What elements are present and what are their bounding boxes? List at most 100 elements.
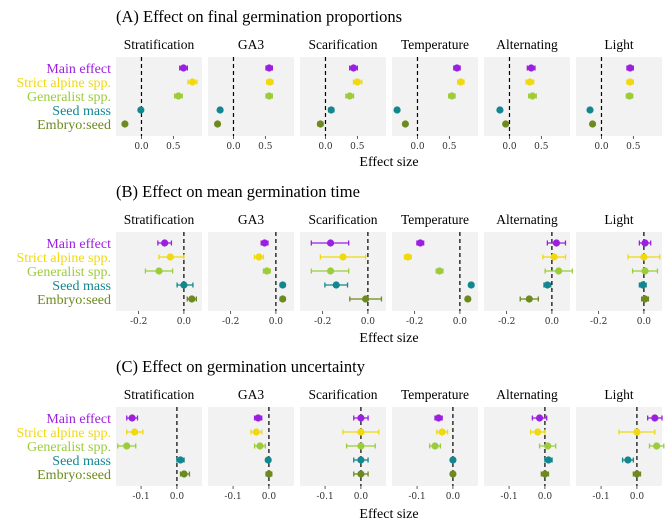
row-label: Strict alpine spp.: [17, 426, 112, 441]
row-label: Strict alpine spp.: [17, 251, 112, 266]
row-label: Main effect: [46, 62, 111, 77]
x-tick-label: 0.0: [453, 317, 468, 327]
x-tick-label: 0.5: [442, 142, 457, 152]
x-tick-label: 0.5: [258, 142, 273, 152]
x-tick-label: 0.5: [626, 142, 641, 152]
facet-strip-label: Light: [604, 387, 633, 402]
x-tick-label: 0.0: [594, 142, 609, 152]
effect-point: [176, 456, 185, 464]
effect-point: [121, 120, 129, 128]
effect-point: [653, 442, 661, 450]
effect-point: [252, 428, 260, 436]
effect-point: [339, 253, 347, 261]
effect-point: [128, 414, 136, 422]
effect-point: [641, 267, 649, 275]
effect-point: [265, 470, 273, 478]
facet-strip-label: Temperature: [401, 387, 469, 402]
x-tick-label: 0.0: [545, 317, 560, 327]
facet-strip-label: GA3: [238, 37, 264, 52]
facet-panel-bg: [576, 57, 662, 136]
effect-point: [544, 456, 553, 464]
effect-point: [349, 64, 358, 72]
effect-point: [438, 428, 446, 436]
facet-panel-bg: [392, 232, 478, 311]
facet-panel-bg: [208, 57, 294, 136]
effect-point: [216, 106, 224, 114]
row-label: Seed mass: [52, 454, 111, 469]
x-tick-label: -0.1: [500, 492, 517, 502]
effect-point: [180, 470, 188, 478]
panel-a-xlabel: Effect size: [359, 155, 418, 170]
effect-point: [625, 92, 634, 100]
effect-point: [279, 295, 287, 303]
effect-point: [434, 414, 443, 422]
effect-point: [174, 92, 183, 100]
x-tick-label: -0.1: [224, 492, 241, 502]
effect-point: [357, 428, 365, 436]
x-tick-label: -0.1: [592, 492, 609, 502]
effect-point: [266, 78, 274, 86]
effect-point: [639, 281, 647, 289]
effect-point: [535, 414, 544, 422]
effect-point: [279, 281, 287, 289]
effect-point: [641, 295, 649, 303]
effect-point: [180, 281, 188, 289]
x-tick-label: 0.0: [177, 317, 192, 327]
facet-strip-label: Light: [604, 212, 633, 227]
effect-point: [346, 92, 354, 100]
effect-point: [416, 239, 424, 247]
effect-point: [543, 281, 551, 289]
x-tick-label: -0.2: [590, 317, 607, 327]
row-label: Seed mass: [52, 279, 111, 294]
row-label: Strict alpine spp.: [17, 76, 112, 91]
effect-point: [401, 120, 409, 128]
facet-strip-label: GA3: [238, 212, 264, 227]
effect-point: [265, 64, 273, 72]
row-label: Main effect: [46, 412, 111, 427]
effect-point: [448, 92, 456, 100]
x-tick-label: 0.0: [630, 492, 645, 502]
effect-point: [555, 267, 563, 275]
x-tick-label: 0.0: [134, 142, 149, 152]
facet-strip-label: Scarification: [309, 212, 378, 227]
facet-panel-bg: [208, 407, 294, 486]
effect-point: [161, 239, 169, 247]
effect-point: [624, 456, 632, 464]
row-label: Generalist spp.: [27, 440, 111, 455]
facet-strip-label: Stratification: [124, 387, 195, 402]
effect-point: [528, 92, 537, 100]
facet-strip-label: Temperature: [401, 212, 469, 227]
row-label: Embryo:seed: [37, 118, 111, 133]
effect-point: [541, 470, 549, 478]
effect-point: [552, 239, 561, 247]
effect-point: [640, 253, 648, 261]
effect-point: [586, 106, 594, 114]
effect-point: [255, 253, 263, 261]
effect-point: [633, 470, 641, 478]
x-tick-label: 0.5: [350, 142, 365, 152]
effect-point: [651, 414, 659, 422]
effect-point: [641, 239, 649, 247]
facet-strip-label: Temperature: [401, 37, 469, 52]
x-tick-label: 0.0: [637, 317, 652, 327]
x-tick-label: -0.2: [130, 317, 147, 327]
x-tick-label: 0.5: [166, 142, 181, 152]
effect-point: [449, 456, 457, 464]
x-tick-label: -0.2: [406, 317, 423, 327]
effect-point: [404, 253, 412, 261]
x-tick-label: 0.0: [318, 142, 333, 152]
effect-point: [256, 442, 264, 450]
facet-strip-label: GA3: [238, 387, 264, 402]
effect-point: [131, 428, 139, 436]
effect-point: [457, 78, 465, 86]
effect-point: [188, 295, 196, 303]
x-tick-label: 0.0: [226, 142, 241, 152]
facet-strip-label: Light: [604, 37, 633, 52]
effect-point: [254, 414, 262, 422]
effect-point: [626, 64, 634, 72]
facet-strip-label: Alternating: [496, 37, 558, 52]
effect-point: [526, 78, 534, 86]
row-label: Embryo:seed: [37, 293, 111, 308]
x-tick-label: 0.0: [269, 317, 284, 327]
